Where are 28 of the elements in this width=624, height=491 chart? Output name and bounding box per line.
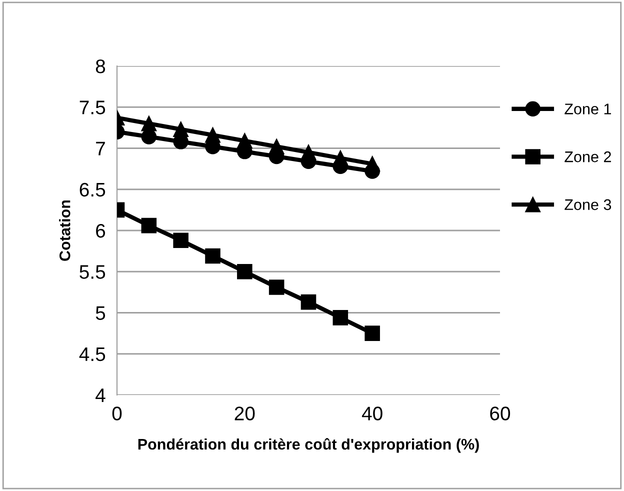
point: [268, 280, 284, 295]
legend-label: Zone 2: [564, 151, 611, 162]
point: [141, 129, 157, 144]
y-axis-title: Cotation: [59, 200, 70, 261]
y-tick-label: 6: [96, 224, 106, 238]
point: [364, 326, 380, 341]
y-tick-label: 8: [96, 59, 106, 74]
legend-label: Zone 1: [564, 104, 611, 114]
y-tick-label: 7.5: [80, 100, 106, 114]
legend-label: Zone 3: [564, 199, 612, 210]
point: [300, 294, 316, 310]
x-axis-title: Pondération du critère coût d'expropriation (%): [138, 438, 479, 453]
y-tick-label: 7: [96, 142, 105, 156]
point: [364, 164, 380, 179]
point: [332, 310, 348, 326]
y-tick-label: 4.5: [79, 348, 106, 362]
y-tick-label: 5: [96, 306, 106, 320]
point: [141, 218, 157, 234]
x-tick-label: 20: [234, 406, 255, 420]
x-tick-label: 0: [112, 406, 122, 420]
point: [237, 264, 252, 280]
point: [205, 248, 220, 264]
x-tick-label: 40: [362, 406, 382, 420]
point: [173, 232, 188, 248]
x-tick-label: 60: [490, 406, 510, 420]
y-tick-label: 4: [96, 388, 106, 402]
y-tick-label: 6.5: [80, 182, 106, 197]
y-tick-label: 5.5: [80, 265, 106, 279]
